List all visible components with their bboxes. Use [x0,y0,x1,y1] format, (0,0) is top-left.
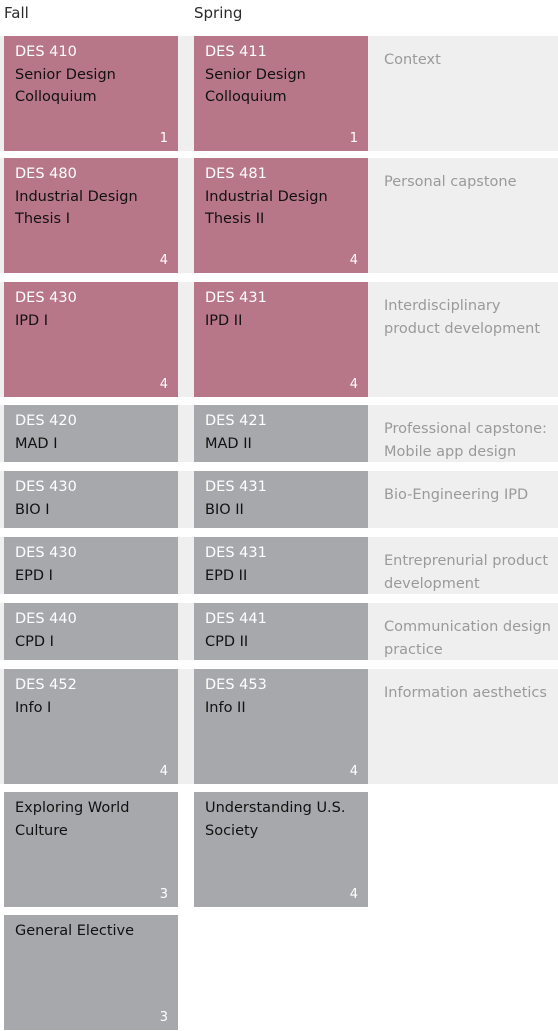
course-credits: 1 [349,131,358,146]
course-code: DES 453 [205,677,267,693]
spring-header: Spring [194,4,243,22]
course-name: Senior Design Colloquium [15,66,116,106]
fall-course-box: DES 430 BIO I [4,471,178,528]
track-description: Communication design practice [384,619,551,658]
course-code: DES 430 [15,479,77,495]
track-description: Personal capstone [384,174,517,190]
course-name: IPD I [15,312,49,329]
course-name: Info II [205,699,246,716]
spring-course-box: DES 441 CPD II [194,603,368,660]
course-credits: 3 [159,1010,168,1025]
course-code: DES 431 [205,479,267,495]
course-credits: 4 [159,253,168,268]
course-credits: 3 [159,887,168,902]
course-name: General Elective [15,923,135,939]
track-description: Entreprenurial product development [384,553,549,592]
course-name: BIO I [15,501,50,518]
fall-course-box: Exploring World Culture 3 [4,792,178,907]
spring-course-box: DES 431 EPD II [194,537,368,594]
track-description: Bio-Engineering IPD [384,487,529,503]
course-name: Senior Design Colloquium [205,66,306,106]
fall-course-box: DES 440 CPD I [4,603,178,660]
track-description: Interdisciplinary product development [384,298,541,337]
course-name: MAD II [205,435,252,452]
course-name: CPD II [205,633,249,650]
course-code: DES 480 [15,166,77,182]
course-name: BIO II [205,501,244,518]
fall-course-box: DES 410 Senior Design Colloquium 1 [4,36,178,151]
spring-course-box: DES 431 IPD II 4 [194,282,368,397]
spring-course-box: DES 481 Industrial Design Thesis II 4 [194,158,368,273]
fall-course-box: DES 420 MAD I [4,405,178,462]
course-name: EPD I [15,567,53,584]
course-credits: 4 [349,253,358,268]
track-description: Information aesthetics [384,685,547,701]
track-description: Professional capstone: Mobile app design [384,421,547,460]
course-credits: 4 [159,377,168,392]
course-code: DES 431 [205,290,267,306]
course-name: MAD I [15,435,58,452]
spring-course-box: Understanding U.S. Society 4 [194,792,368,907]
course-code: DES 410 [15,44,77,60]
fall-course-box: DES 430 EPD I [4,537,178,594]
spring-course-box: DES 431 BIO II [194,471,368,528]
course-name: Understanding U.S. Society [205,800,346,839]
course-name: Exploring World Culture [15,800,130,839]
course-code: DES 430 [15,290,77,306]
course-code: DES 430 [15,545,77,561]
course-credits: 4 [349,887,358,902]
course-name: Industrial Design Thesis II [205,188,328,228]
course-name: Industrial Design Thesis I [15,188,138,228]
course-credits: 4 [349,377,358,392]
fall-course-box: DES 480 Industrial Design Thesis I 4 [4,158,178,273]
course-credits: 4 [349,764,358,779]
course-credits: 1 [159,131,168,146]
course-code: DES 481 [205,166,267,182]
spring-course-box: DES 453 Info II 4 [194,669,368,784]
fall-header: Fall [4,4,29,22]
course-code: DES 452 [15,677,77,693]
course-code: DES 421 [205,413,267,429]
spring-course-box: DES 421 MAD II [194,405,368,462]
course-code: DES 441 [205,611,267,627]
course-code: DES 420 [15,413,77,429]
fall-course-box: DES 452 Info I 4 [4,669,178,784]
course-credits: 4 [159,764,168,779]
fall-course-box: DES 430 IPD I 4 [4,282,178,397]
track-description: Context [384,52,441,68]
course-name: IPD II [205,312,243,329]
spring-course-box: DES 411 Senior Design Colloquium 1 [194,36,368,151]
course-name: Info I [15,699,52,716]
fall-course-box: General Elective 3 [4,915,178,1030]
course-code: DES 431 [205,545,267,561]
course-code: DES 440 [15,611,77,627]
course-code: DES 411 [205,44,267,60]
course-name: CPD I [15,633,54,650]
course-name: EPD II [205,567,248,584]
